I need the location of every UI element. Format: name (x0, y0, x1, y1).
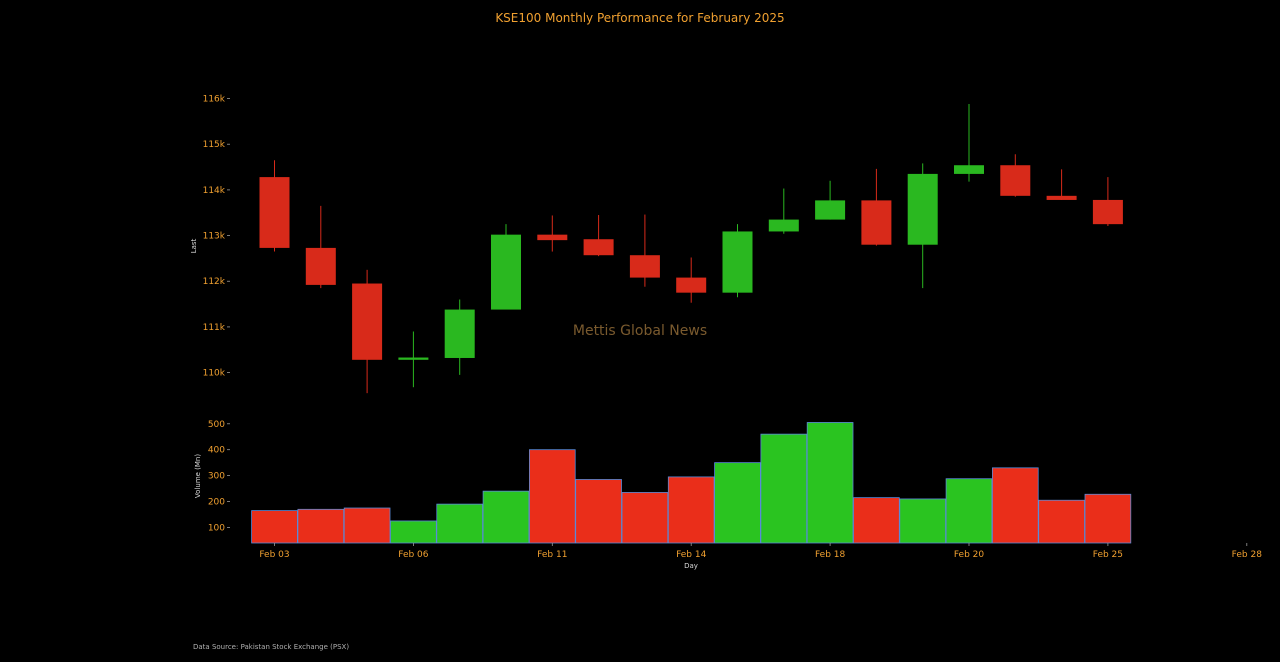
candle-body (722, 231, 753, 293)
candle-body (815, 200, 846, 220)
candle-body (398, 357, 429, 360)
volume-tick-label: 300 (208, 472, 225, 482)
x-tick-label: Feb 20 (954, 550, 985, 560)
price-panel: 110k 111k 112k 113k 114k 115k 116k (203, 95, 1123, 394)
volume-panel: 100 200 300 400 500 (208, 420, 1132, 544)
candle-body (305, 247, 336, 285)
volume-bar (482, 490, 530, 544)
volume-bar (343, 507, 391, 544)
candle-body (907, 173, 938, 245)
candle-body (444, 309, 475, 358)
volume-bar (1038, 499, 1085, 544)
x-tick-label: Feb 03 (259, 550, 289, 560)
volume-axis-label: Volume (Mn) (194, 454, 202, 498)
volume-bar (436, 503, 483, 544)
volume-bar (760, 433, 808, 544)
candle-body (352, 283, 383, 360)
volume-bar (390, 520, 437, 544)
price-tick-label: 116k (203, 95, 226, 105)
x-tick-label: Feb 11 (537, 550, 567, 560)
chart-title: KSE100 Monthly Performance for February … (495, 11, 784, 25)
volume-bar (1084, 493, 1132, 544)
candle-body (768, 219, 799, 232)
candle-body (629, 255, 660, 278)
volume-bar (667, 476, 715, 544)
volume-bar (297, 508, 345, 544)
volume-bar (714, 462, 761, 544)
x-axis: Feb 03 Feb 06 Feb 11 Feb 14 Feb 18 Feb 20 Feb … (259, 543, 1262, 560)
volume-bar (251, 510, 298, 544)
x-tick-label: Feb 14 (676, 550, 707, 560)
volume-bar (529, 449, 576, 544)
x-tick-label: Feb 18 (815, 550, 846, 560)
volume-bar (806, 422, 854, 544)
candle-body (676, 277, 707, 293)
candle-body (259, 177, 290, 248)
price-tick-label: 113k (203, 232, 226, 242)
volume-tick-label: 500 (208, 420, 225, 430)
volume-bar (899, 498, 946, 544)
x-axis-label: Day (684, 562, 698, 570)
volume-bar (945, 478, 993, 544)
price-tick-label: 112k (203, 277, 226, 287)
volume-tick-label: 100 (208, 523, 225, 533)
candle-body (1092, 199, 1123, 225)
candle-body (491, 234, 521, 310)
volume-bar (621, 492, 669, 544)
price-tick-label: 110k (203, 369, 226, 379)
volume-bar (575, 479, 622, 544)
price-axis-label: Last (190, 238, 198, 253)
watermark: Mettis Global News (573, 323, 707, 339)
x-tick-label: Feb 28 (1232, 550, 1263, 560)
candle-body (1000, 165, 1031, 196)
candle-body (583, 239, 614, 256)
price-tick-label: 115k (203, 140, 226, 150)
price-tick-label: 111k (203, 323, 226, 333)
x-tick-label: Feb 06 (398, 550, 429, 560)
price-tick-label: 114k (203, 186, 226, 196)
candle-body (861, 200, 892, 245)
candle-body (1046, 195, 1077, 200)
candle-body (954, 165, 984, 174)
volume-tick-label: 200 (208, 498, 225, 508)
candle-body (537, 234, 568, 241)
volume-tick-label: 400 (208, 446, 225, 456)
data-source-note: Data Source: Pakistan Stock Exchange (PS… (193, 643, 349, 651)
volume-bar (992, 467, 1039, 544)
x-tick-label: Feb 25 (1093, 550, 1123, 560)
volume-bar (853, 497, 900, 544)
